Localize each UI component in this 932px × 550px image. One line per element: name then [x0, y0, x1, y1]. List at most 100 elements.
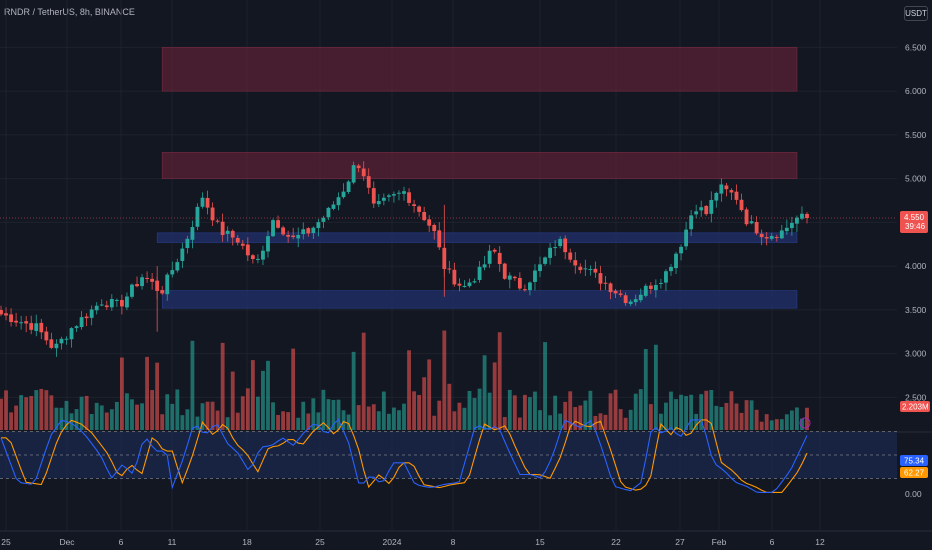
candle-body	[64, 338, 69, 340]
candle	[381, 193, 386, 206]
candle	[789, 216, 794, 236]
candle-body	[462, 285, 467, 287]
currency-button[interactable]: USDT	[904, 6, 928, 21]
candle-body	[618, 293, 623, 295]
candle-body	[679, 246, 683, 254]
volume-bar	[125, 393, 129, 430]
candle	[759, 229, 764, 246]
volume-bar	[658, 413, 663, 430]
candle-body	[749, 221, 754, 224]
volume-bar	[114, 401, 119, 430]
candle	[371, 181, 376, 209]
candle-body	[140, 277, 144, 287]
candle-body	[336, 197, 341, 206]
candle	[366, 168, 371, 194]
volume-bar	[412, 391, 416, 430]
candle-body	[669, 266, 673, 272]
volume-bar	[487, 392, 492, 430]
candle	[336, 192, 341, 211]
volume-bar	[699, 394, 704, 430]
volume-bar	[684, 396, 689, 430]
candle	[245, 237, 250, 262]
volume-bar	[336, 399, 341, 430]
candle	[769, 232, 774, 241]
candle-body	[407, 192, 411, 203]
candle-body	[457, 283, 462, 286]
volume-bar	[276, 414, 280, 430]
time-tick-label: 6	[770, 537, 775, 547]
candle-body	[109, 298, 114, 308]
candle-body	[160, 290, 165, 294]
candle-body	[653, 284, 658, 291]
volume-bar	[392, 407, 396, 430]
candle	[774, 234, 779, 242]
volume-bar	[538, 410, 542, 430]
candle-body	[583, 268, 588, 270]
volume-bar	[502, 417, 507, 430]
candle	[39, 318, 44, 340]
last-price-label: 4.550	[904, 213, 925, 222]
volume-bar	[99, 405, 104, 430]
candle-body	[84, 316, 89, 319]
volume-bar	[769, 420, 774, 430]
candle	[402, 186, 406, 201]
candle	[281, 225, 286, 236]
candle-body	[598, 273, 603, 284]
candle-body	[623, 295, 628, 304]
volume-bar	[119, 357, 124, 430]
candle	[694, 204, 699, 219]
candle-body	[245, 244, 250, 256]
price-tick-label: 2.500	[905, 392, 927, 402]
candle	[250, 253, 255, 264]
candle	[477, 261, 482, 283]
volume-bar	[49, 395, 54, 430]
candle-body	[784, 227, 789, 232]
candle-body	[638, 294, 643, 301]
alert-icon	[799, 417, 811, 429]
candle-body	[739, 199, 744, 211]
candle	[89, 305, 94, 326]
candle-body	[381, 197, 386, 201]
candle-body	[366, 176, 371, 188]
candle-body	[704, 205, 709, 215]
candle	[603, 275, 608, 290]
candle-body	[376, 201, 381, 205]
volume-bar	[784, 414, 789, 430]
candle-body	[346, 181, 351, 192]
volume-bar	[230, 371, 235, 430]
candle-body	[119, 300, 124, 307]
candle-body	[729, 190, 734, 193]
candle	[517, 272, 522, 291]
candle-body	[795, 217, 799, 224]
candle	[482, 256, 487, 271]
candle	[392, 191, 396, 203]
candle	[94, 302, 99, 315]
candle	[422, 206, 427, 222]
candle-body	[452, 269, 457, 285]
volume-bar	[563, 401, 568, 430]
volume-bar	[311, 398, 316, 430]
volume-bar	[205, 401, 210, 430]
candle-body	[522, 289, 527, 291]
candle-body	[422, 211, 427, 221]
volume-bar	[613, 389, 618, 430]
volume-bar	[608, 393, 613, 430]
candle-body	[724, 185, 729, 190]
time-axis: 25 Dec 6 11 18 25 2024 8 15 22 27 Feb 6 12	[1, 537, 825, 547]
volume-bar	[543, 342, 547, 430]
volume-bar	[492, 362, 497, 430]
volume-bar	[185, 409, 190, 430]
candle-body	[296, 234, 301, 239]
candle	[452, 262, 457, 287]
volume-bar	[331, 399, 336, 430]
candle-body	[135, 284, 139, 287]
candle	[457, 278, 462, 292]
candle	[306, 227, 311, 237]
candle-body	[44, 331, 49, 341]
candle-body	[427, 219, 432, 226]
candle	[397, 190, 401, 201]
candle	[140, 274, 144, 290]
volume-bar	[266, 360, 270, 430]
volume-bar	[155, 362, 160, 430]
